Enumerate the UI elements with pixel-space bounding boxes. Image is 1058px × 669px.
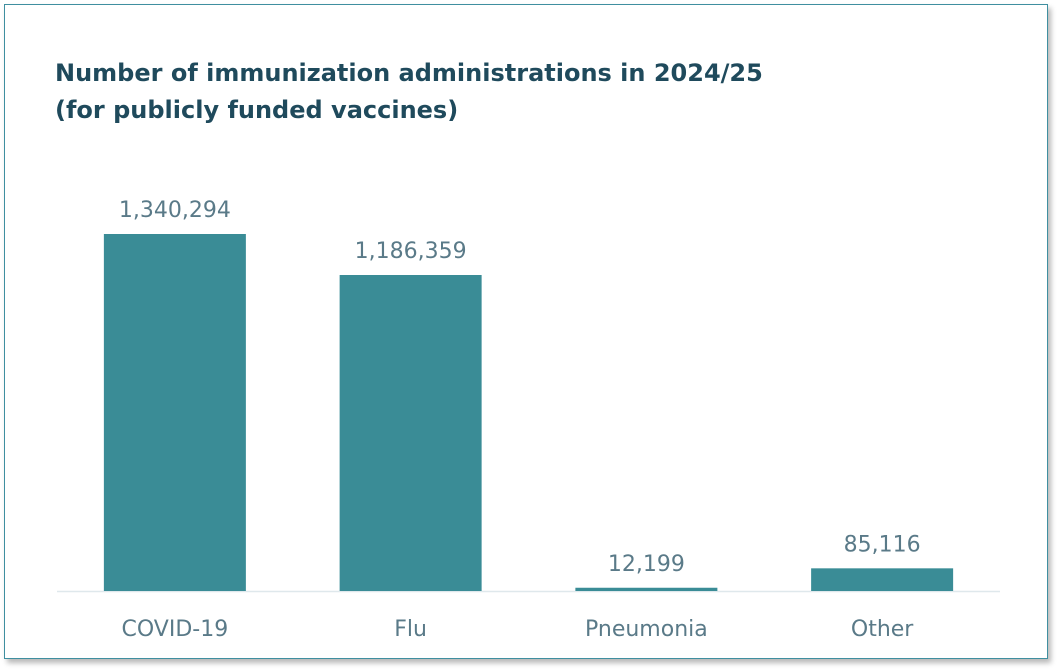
data-label-other: 85,116 (844, 532, 921, 557)
bar-pneumonia (575, 587, 718, 591)
category-label-pneumonia: Pneumonia (585, 617, 708, 642)
category-label-other: Other (851, 617, 914, 642)
chart-title-line-1: Number of immunization administrations i… (55, 59, 763, 87)
bar-other (811, 568, 954, 591)
category-label-covid-19: COVID-19 (122, 617, 229, 642)
data-label-covid-19: 1,340,294 (119, 198, 231, 223)
data-label-flu: 1,186,359 (355, 239, 467, 264)
data-label-pneumonia: 12,199 (608, 552, 685, 577)
bar-covid-19 (103, 234, 246, 591)
chart-title: Number of immunization administrations i… (55, 55, 763, 129)
chart-title-line-2: (for publicly funded vaccines) (55, 96, 459, 124)
bar-flu (339, 275, 482, 591)
category-label-flu: Flu (394, 617, 427, 642)
